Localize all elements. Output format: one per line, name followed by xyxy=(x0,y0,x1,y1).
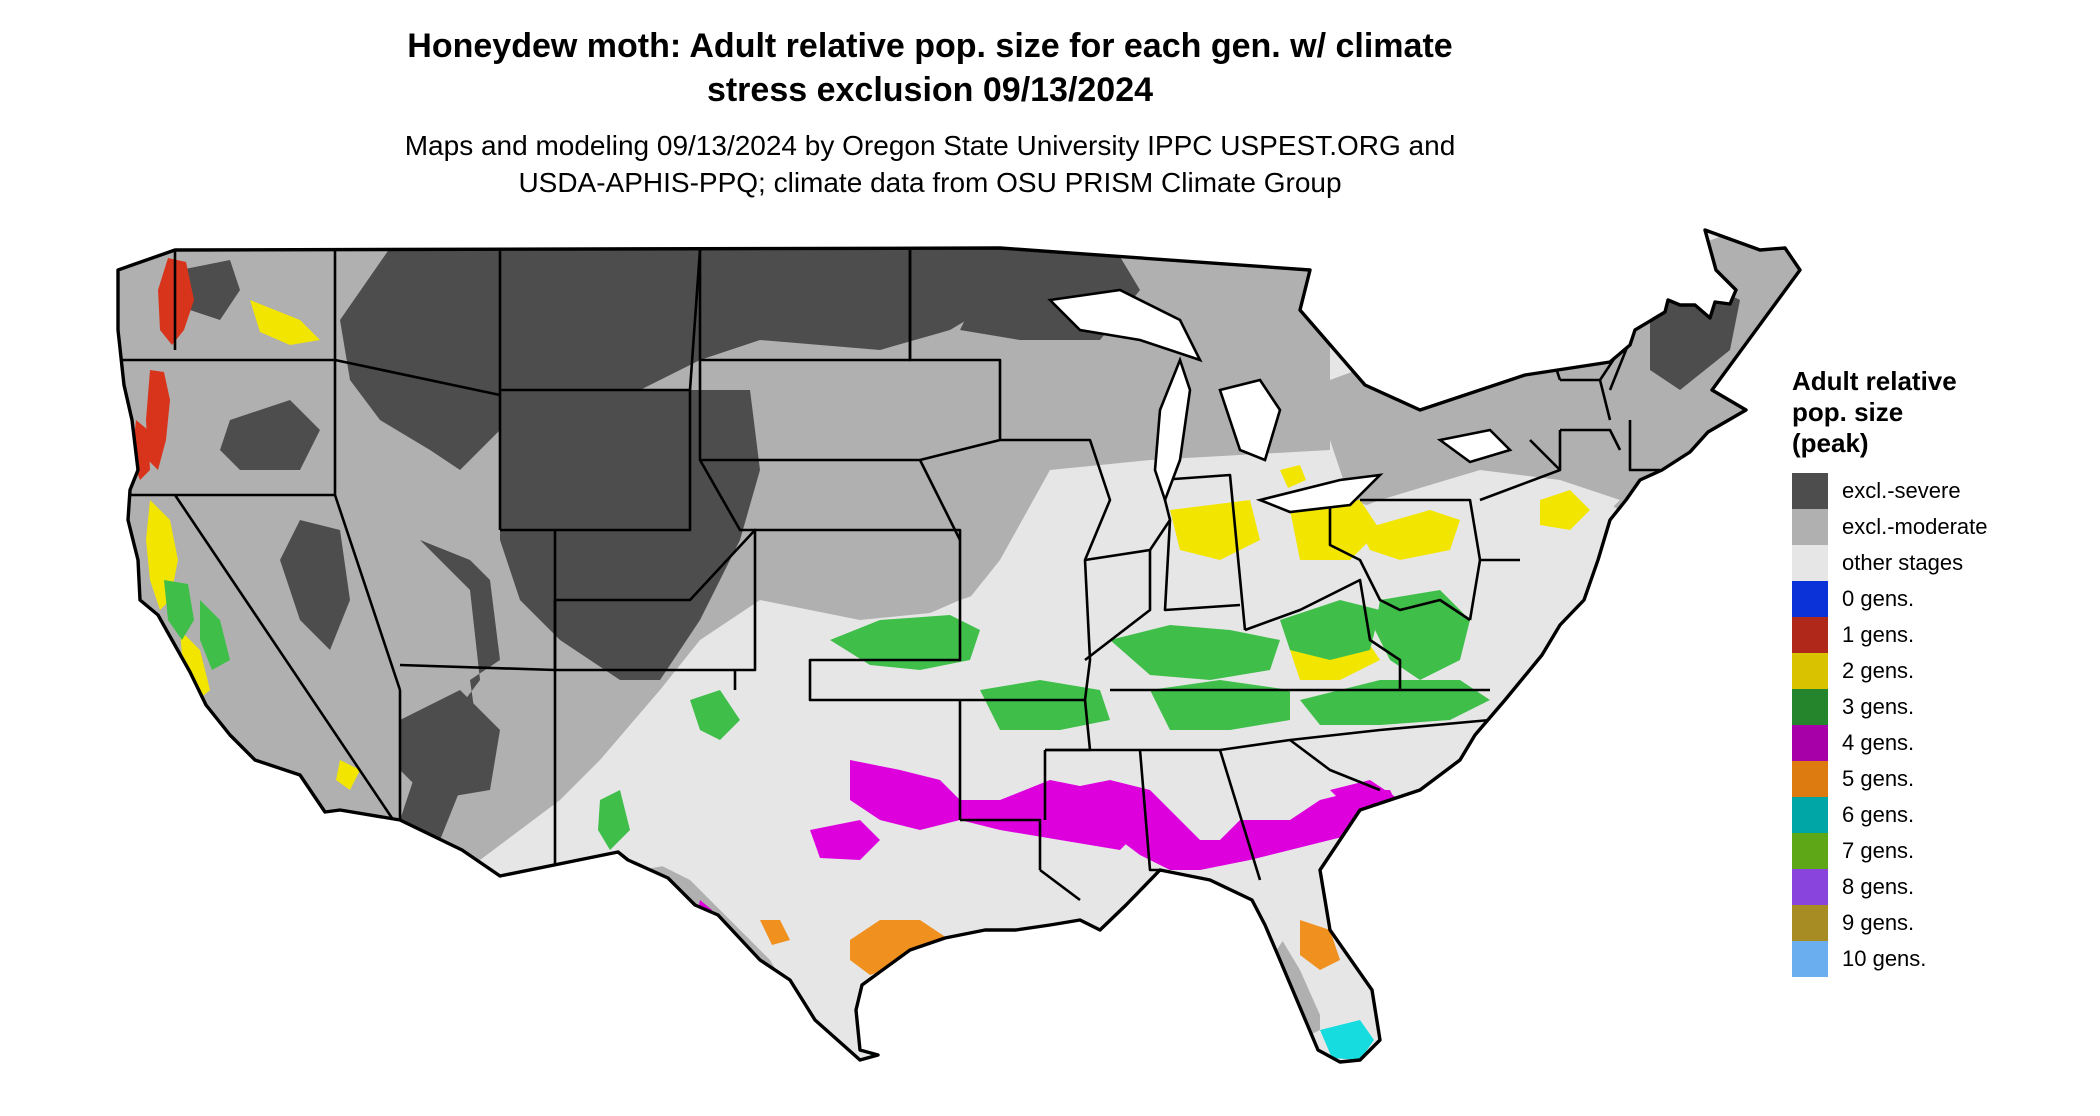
legend-swatch xyxy=(1792,473,1828,509)
legend-swatch xyxy=(1792,797,1828,833)
legend-title-line-1: Adult relative xyxy=(1792,366,1957,396)
legend-swatch xyxy=(1792,581,1828,617)
legend-swatch xyxy=(1792,509,1828,545)
legend-item: excl.-moderate xyxy=(1792,509,2082,545)
legend-items: excl.-severe excl.-moderate other stages 0 … xyxy=(1792,473,2082,977)
state-borders xyxy=(120,249,1660,902)
legend-label: 9 gens. xyxy=(1842,910,1915,935)
map-legend: Adult relative pop. size (peak) excl.-se… xyxy=(1792,366,2082,977)
legend-item: 5 gens. xyxy=(1792,761,2082,797)
map-title-line-1: Honeydew moth: Adult relative pop. size … xyxy=(407,27,1453,65)
great-lakes xyxy=(1047,288,1513,514)
legend-title-line-2: pop. size xyxy=(1792,397,1904,427)
legend-item: 1 gens. xyxy=(1792,617,2082,653)
legend-item: 8 gens. xyxy=(1792,869,2082,905)
legend-item: 0 gens. xyxy=(1792,581,2082,617)
map-subtitle-line-2: USDA-APHIS-PPQ; climate data from OSU PR… xyxy=(518,167,1342,198)
legend-label: 0 gens. xyxy=(1842,586,1915,611)
legend-swatch xyxy=(1792,941,1828,977)
legend-title-line-3: (peak) xyxy=(1792,428,1869,458)
legend-swatch xyxy=(1792,833,1828,869)
legend-item: 2 gens. xyxy=(1792,653,2082,689)
legend-swatch xyxy=(1792,905,1828,941)
legend-label: excl.-severe xyxy=(1842,478,1961,503)
legend-swatch xyxy=(1792,653,1828,689)
three-gen-region xyxy=(164,580,1490,850)
legend-label: 3 gens. xyxy=(1842,694,1915,719)
legend-label: 1 gens. xyxy=(1842,622,1915,647)
legend-item: 4 gens. xyxy=(1792,725,2082,761)
legend-swatch xyxy=(1792,545,1828,581)
legend-label: other stages xyxy=(1842,550,1964,575)
legend-label: 10 gens. xyxy=(1842,946,1927,971)
legend-label: 6 gens. xyxy=(1842,802,1915,827)
legend-item: 6 gens. xyxy=(1792,797,2082,833)
six-gen-region xyxy=(866,1020,1374,1060)
legend-label: 7 gens. xyxy=(1842,838,1915,863)
legend-item: excl.-severe xyxy=(1792,473,2082,509)
legend-swatch xyxy=(1792,725,1828,761)
legend-item: 10 gens. xyxy=(1792,941,2082,977)
legend-label: excl.-moderate xyxy=(1842,514,1988,539)
legend-label: 4 gens. xyxy=(1842,730,1915,755)
legend-swatch xyxy=(1792,617,1828,653)
legend-item: 3 gens. xyxy=(1792,689,2082,725)
map-title: Honeydew moth: Adult relative pop. size … xyxy=(250,24,1610,112)
map-subtitle-line-1: Maps and modeling 09/13/2024 by Oregon S… xyxy=(404,130,1456,161)
legend-swatch xyxy=(1792,689,1828,725)
legend-title: Adult relative pop. size (peak) xyxy=(1792,366,2082,459)
excl-severe-region xyxy=(180,240,1740,845)
legend-label: 5 gens. xyxy=(1842,766,1915,791)
legend-item: 7 gens. xyxy=(1792,833,2082,869)
map-title-line-2: stress exclusion 09/13/2024 xyxy=(706,71,1154,109)
legend-item: 9 gens. xyxy=(1792,905,2082,941)
legend-swatch xyxy=(1792,869,1828,905)
legend-swatch xyxy=(1792,761,1828,797)
legend-label: 8 gens. xyxy=(1842,874,1915,899)
legend-item: other stages xyxy=(1792,545,2082,581)
legend-label: 2 gens. xyxy=(1842,658,1915,683)
map-subtitle: Maps and modeling 09/13/2024 by Oregon S… xyxy=(250,127,1610,201)
